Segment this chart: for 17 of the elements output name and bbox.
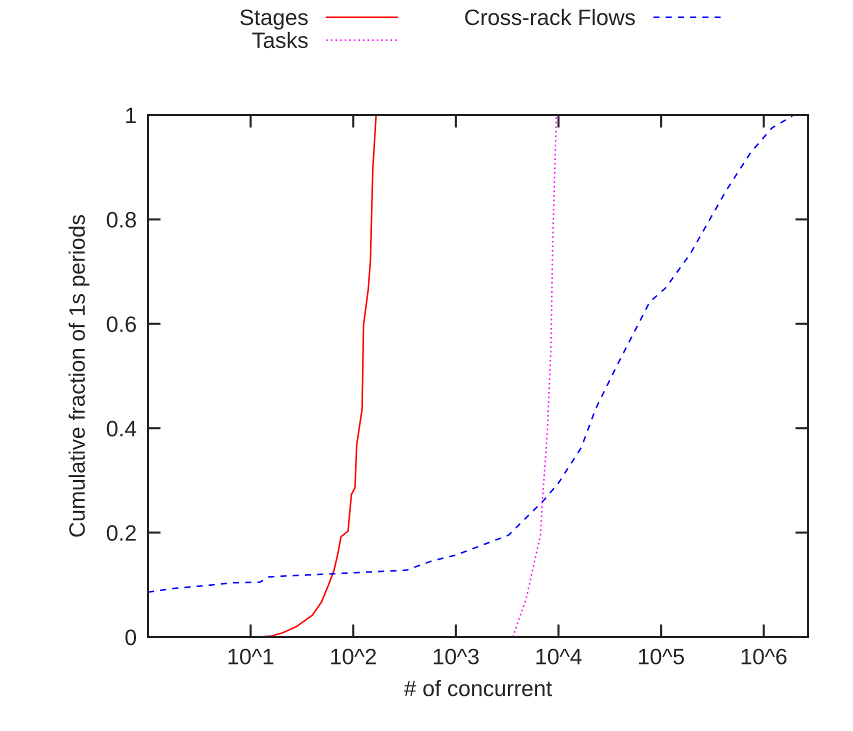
- x-tick-label: 10^1: [228, 648, 274, 664]
- x-axis-title: # of concurrent: [404, 680, 552, 696]
- y-tick-label: 0: [125, 630, 136, 646]
- legend-label: Stages: [240, 9, 308, 30]
- y-tick-label: 0.6: [106, 316, 136, 332]
- x-tick-label: 10^6: [742, 648, 787, 664]
- y-tick-label: 0.8: [106, 212, 136, 228]
- x-tick-label: 10^2: [331, 648, 376, 664]
- x-tick-label: 10^4: [536, 648, 582, 664]
- x-tick-label: 10^3: [434, 648, 479, 664]
- y-tick-label: 1: [126, 108, 136, 124]
- x-tick-label: 10^5: [639, 648, 684, 664]
- legend-label: Cross-rack Flows: [465, 8, 635, 26]
- y-axis-title: Cumulative fraction of 1s periods: [68, 214, 90, 537]
- legend-label: Tasks: [252, 32, 308, 48]
- y-tick-label: 0.2: [106, 525, 136, 541]
- y-tick-label: 0.4: [106, 420, 136, 436]
